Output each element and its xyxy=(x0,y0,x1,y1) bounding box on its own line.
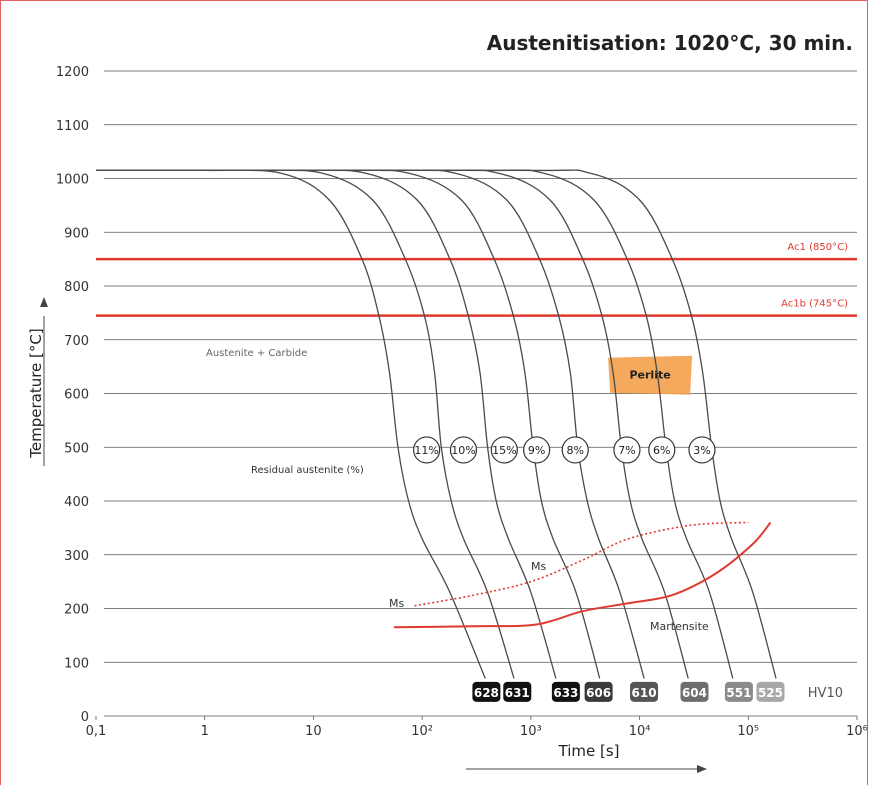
residual-austenite-circle xyxy=(648,436,676,464)
ms-upper-label: Ms xyxy=(531,560,546,573)
x-tick-label: 10 xyxy=(305,724,322,739)
reference-lines: Ac1 (850°C) Ac1b (745°C) xyxy=(96,242,857,317)
cooling-curve xyxy=(96,169,515,679)
x-axis-title: Time [s] xyxy=(558,742,620,760)
y-tick-label: 0 xyxy=(81,710,89,725)
hv10-box xyxy=(680,681,709,702)
cooling-curve xyxy=(96,169,645,679)
y-tick-label: 800 xyxy=(64,280,89,295)
x-tick-label: 10⁶ xyxy=(846,724,868,739)
residual-austenite-value: 3% xyxy=(693,444,710,457)
y-tick-labels: 0 100 200 300 400 500 600 700 800 900 1000 1100 1200 xyxy=(56,65,89,725)
grid-lines xyxy=(104,70,857,717)
residual-austenite-circle xyxy=(613,436,641,464)
reference-line-label: Ac1 (850°C) xyxy=(787,242,848,253)
ms-lines xyxy=(393,521,772,629)
residual-austenite-label: Residual austenite (%) xyxy=(251,465,364,476)
cooling-curve xyxy=(96,169,601,679)
residual-austenite-circle xyxy=(490,436,518,464)
chart-title: Austenitisation: 1020°C, 30 min. xyxy=(486,31,853,55)
residual-austenite-circle xyxy=(413,436,441,464)
hv10-value: 525 xyxy=(758,686,783,700)
y-tick-label: 400 xyxy=(64,495,89,510)
perlite-area xyxy=(608,355,693,395)
residual-austenite-value: 10% xyxy=(451,444,475,457)
ms-line-dotted xyxy=(414,521,749,607)
hv10-box xyxy=(724,681,753,702)
y-tick-label: 1200 xyxy=(56,65,89,80)
x-tick-label: 10² xyxy=(411,724,433,739)
hv10-box xyxy=(551,681,580,702)
ms-lower-label: Ms xyxy=(389,597,404,610)
residual-austenite-value: 15% xyxy=(492,444,516,457)
residual-austenite-circle xyxy=(523,436,551,464)
hv10-label: HV10 xyxy=(808,686,843,701)
hv10-value: 631 xyxy=(505,686,530,700)
y-axis-arrow-head xyxy=(40,297,48,307)
y-tick-label: 1000 xyxy=(56,173,89,188)
y-tick-label: 200 xyxy=(64,603,89,618)
axis-titles: Time [s] Temperature [°C] xyxy=(27,297,707,773)
y-tick-label: 600 xyxy=(64,388,89,403)
x-tick-label: 10⁴ xyxy=(629,724,651,739)
austenite-carbide-label: Austenite + Carbide xyxy=(206,348,307,359)
hv10-box xyxy=(503,681,532,702)
hv10-box xyxy=(584,681,613,702)
cooling-curves xyxy=(96,169,777,679)
y-tick-label: 300 xyxy=(64,549,89,564)
x-tick-label: 0,1 xyxy=(86,724,107,739)
y-tick-label: 700 xyxy=(64,334,89,349)
hv10-value: 628 xyxy=(474,686,499,700)
hv10-value: 610 xyxy=(632,686,657,700)
perlite-label: Perlite xyxy=(629,369,670,382)
reference-line-label: Ac1b (745°C) xyxy=(781,299,848,310)
hv10-value: 551 xyxy=(726,686,751,700)
hv10-value: 606 xyxy=(586,686,611,700)
hv10-box xyxy=(630,681,659,702)
perlite-region: Perlite xyxy=(608,355,693,395)
x-tick-label: 10⁵ xyxy=(737,724,759,739)
hv10-box xyxy=(472,681,501,702)
residual-austenite-markers: 11% 10% 15% 9% 8% 7% 6% 3% xyxy=(413,436,716,464)
martensite-label: Martensite xyxy=(650,620,709,633)
y-tick-label: 500 xyxy=(64,441,89,456)
hv10-box xyxy=(756,681,785,702)
x-tick-label: 1 xyxy=(201,724,209,739)
residual-austenite-circle xyxy=(449,436,478,464)
residual-austenite-value: 6% xyxy=(653,444,670,457)
hv10-boxes: 628 631 633 606 610 604 551 525 HV10 xyxy=(472,681,843,702)
x-tick-label: 10³ xyxy=(520,724,542,739)
cooling-curve xyxy=(96,169,486,679)
residual-austenite-value: 11% xyxy=(414,444,438,457)
y-tick-label: 100 xyxy=(64,656,89,671)
y-tick-label: 1100 xyxy=(56,119,89,134)
x-axis-arrow-head xyxy=(697,765,707,773)
region-labels: Austenite + Carbide Residual austenite (%… xyxy=(206,348,709,633)
cooling-curve xyxy=(96,169,777,679)
residual-austenite-value: 7% xyxy=(618,444,635,457)
y-tick-label: 900 xyxy=(64,226,89,241)
cooling-curve xyxy=(96,169,557,679)
residual-austenite-value: 9% xyxy=(528,444,545,457)
y-axis-title: Temperature [°C] xyxy=(27,328,45,458)
hv10-value: 604 xyxy=(682,686,707,700)
residual-austenite-value: 8% xyxy=(567,444,584,457)
x-tick-labels: 0,1 1 10 10² 10³ 10⁴ 10⁵ 10⁶ xyxy=(86,716,868,739)
residual-austenite-circle xyxy=(561,436,589,464)
ms-line-solid xyxy=(393,521,772,629)
hv10-value: 633 xyxy=(553,686,578,700)
residual-austenite-circle xyxy=(688,436,716,464)
